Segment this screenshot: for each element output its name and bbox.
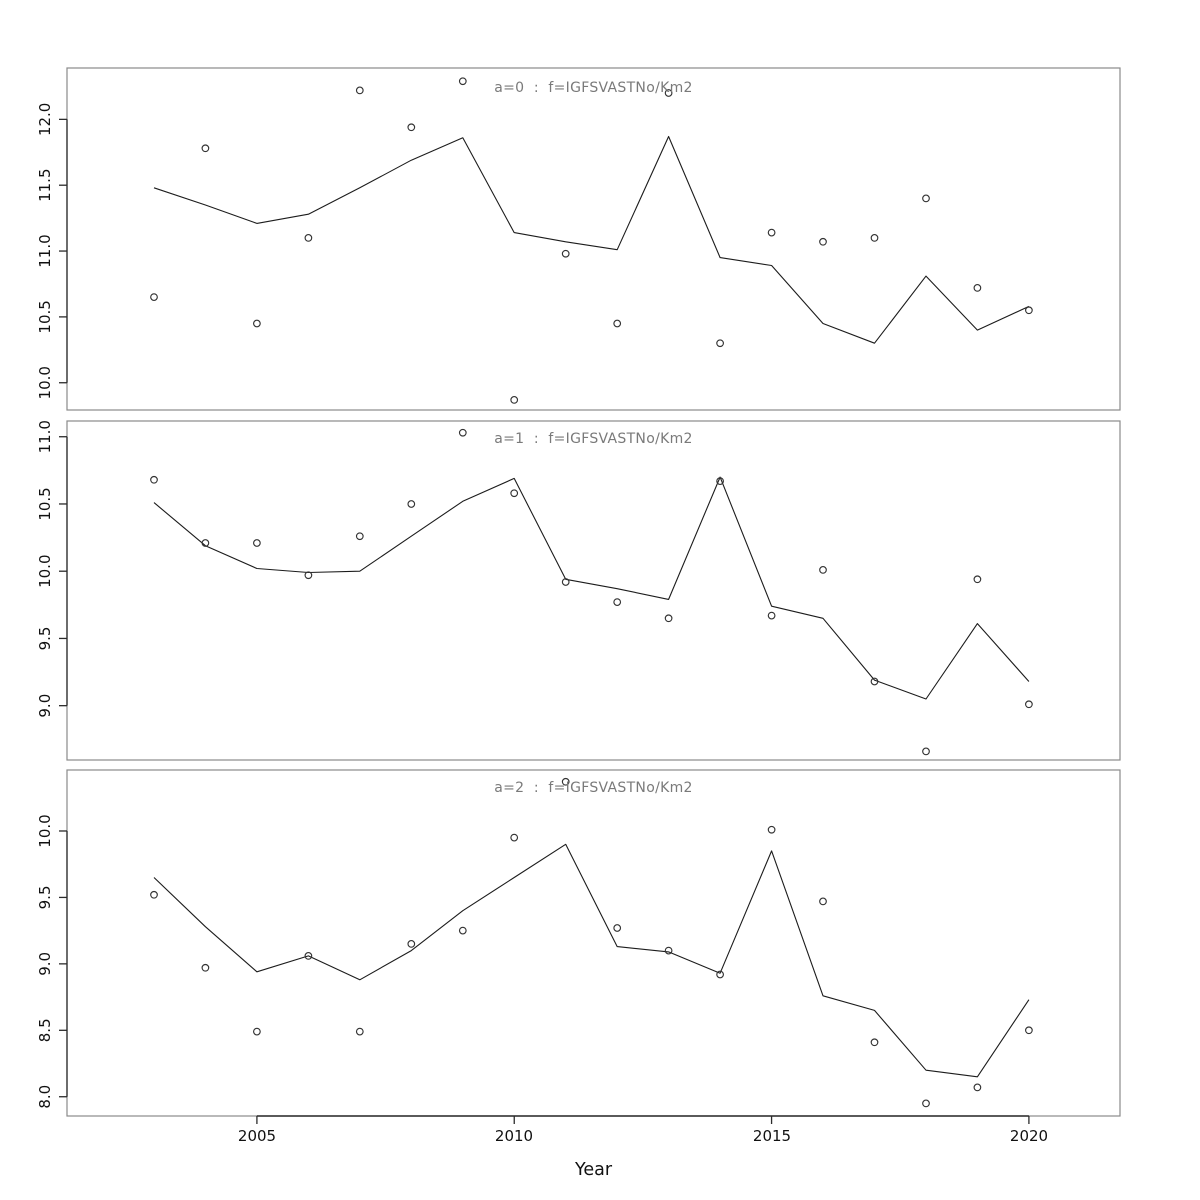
fitted-line: [153, 135, 1030, 344]
data-point: [1025, 306, 1033, 315]
data-point: [561, 578, 570, 586]
data-point: [922, 194, 930, 203]
data-point: [613, 598, 622, 606]
data-point: [201, 539, 210, 547]
y-tick-label: 8.0: [36, 1085, 54, 1109]
data-point: [458, 428, 467, 437]
x-tick-label: 2005: [237, 1127, 277, 1145]
data-point: [304, 234, 313, 242]
panel-title-a2: a=2 : f=IGFSVASTNo/Km2: [494, 780, 693, 796]
data-point: [716, 339, 724, 348]
data-point: [819, 237, 827, 246]
panel-border: [66, 420, 1121, 761]
data-point: [767, 825, 776, 834]
data-point: [716, 477, 724, 485]
data-point: [870, 234, 879, 242]
y-tick-label: 10.0: [36, 555, 54, 588]
data-point: [355, 86, 364, 95]
data-point: [201, 963, 210, 972]
data-point: [716, 970, 724, 979]
data-point: [407, 500, 416, 508]
panel-border: [66, 769, 1121, 1117]
data-point: [1025, 1026, 1033, 1035]
data-point: [767, 228, 776, 237]
data-point: [355, 1027, 364, 1036]
data-point: [304, 571, 313, 580]
y-tick-label: 10.0: [36, 366, 54, 399]
y-tick-label: 11.0: [36, 420, 54, 453]
data-point: [561, 777, 570, 786]
y-tick-label: 11.5: [36, 169, 54, 202]
data-point: [407, 940, 416, 948]
data-point: [819, 566, 827, 574]
data-point: [922, 747, 930, 756]
data-point: [664, 946, 673, 955]
y-tick-label: 10.5: [36, 300, 54, 333]
x-tick-label: 2020: [1009, 1127, 1049, 1145]
data-point: [1025, 700, 1033, 709]
y-tick-label: 9.5: [36, 627, 54, 651]
data-point: [458, 926, 467, 935]
data-point: [561, 249, 570, 258]
x-tick-label: 2010: [494, 1127, 534, 1145]
y-tick-label: 9.5: [36, 885, 54, 909]
data-point: [510, 833, 519, 842]
data-point: [510, 396, 519, 404]
data-point: [819, 897, 827, 906]
fitted-line: [153, 476, 1030, 700]
data-point: [150, 890, 158, 899]
x-tick-label: 2015: [752, 1127, 792, 1145]
data-point: [253, 319, 261, 328]
data-point: [973, 575, 982, 584]
data-point: [870, 1038, 879, 1047]
data-point: [613, 319, 622, 328]
panel-title-a0: a=0 : f=IGFSVASTNo/Km2: [494, 80, 693, 96]
data-point: [613, 924, 622, 932]
data-point: [407, 123, 416, 132]
y-tick-label: 12.0: [36, 103, 54, 136]
data-point: [201, 144, 210, 153]
y-tick-label: 9.0: [36, 952, 54, 976]
panel-title-a1: a=1 : f=IGFSVASTNo/Km2: [494, 431, 693, 447]
y-tick-label: 11.0: [36, 234, 54, 267]
fitted-line: [153, 843, 1030, 1078]
y-tick-label: 8.5: [36, 1018, 54, 1042]
data-point: [767, 611, 776, 620]
data-point: [922, 1099, 930, 1108]
data-point: [304, 952, 313, 960]
panel-border: [66, 67, 1121, 411]
y-tick-label: 10.5: [36, 487, 54, 520]
data-point: [510, 489, 519, 498]
data-point: [355, 532, 364, 541]
data-point: [870, 677, 879, 686]
x-axis-title: Year: [574, 1160, 613, 1180]
data-point: [973, 1083, 982, 1092]
data-point: [664, 614, 673, 623]
y-tick-label: 9.0: [36, 694, 54, 718]
data-point: [150, 293, 158, 301]
data-point: [973, 284, 982, 292]
data-point: [664, 89, 673, 97]
y-tick-label: 10.0: [36, 814, 54, 847]
data-point: [458, 77, 467, 86]
data-point: [150, 475, 158, 484]
data-point: [253, 1027, 261, 1036]
data-point: [253, 539, 261, 547]
